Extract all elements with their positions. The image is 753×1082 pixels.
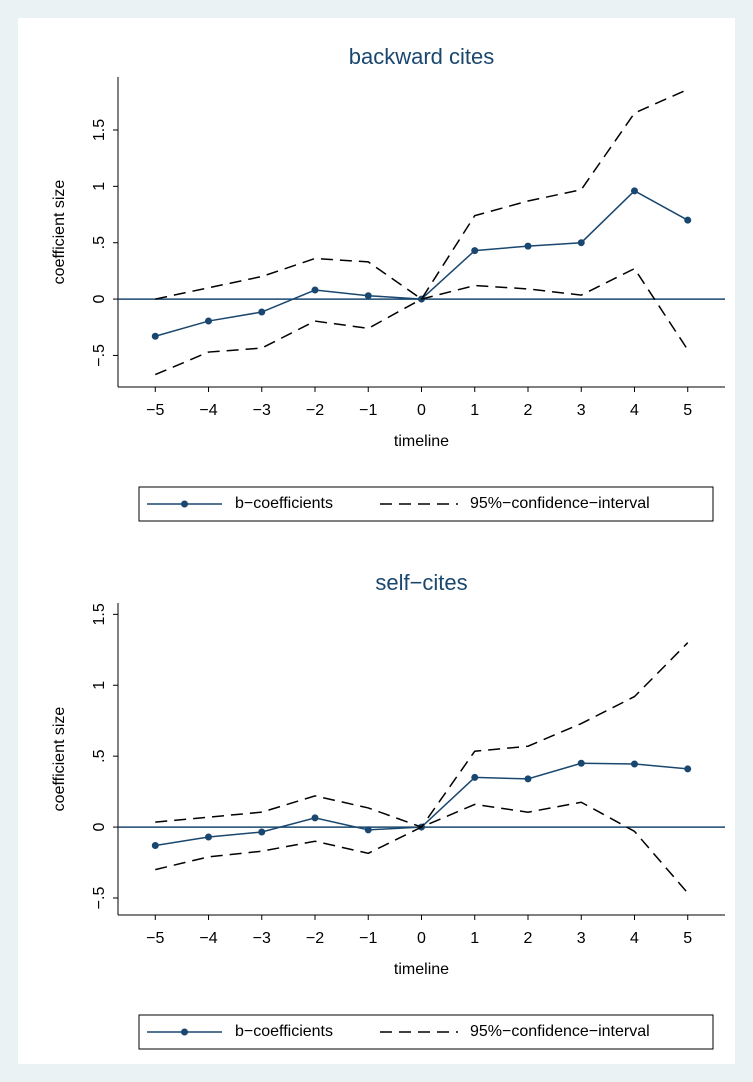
x-tick-label: 5 <box>683 930 692 947</box>
series-line <box>155 88 689 301</box>
x-tick-label: 3 <box>577 930 586 947</box>
point <box>258 828 266 836</box>
x-tick-label: 3 <box>577 402 586 419</box>
legend-marker <box>181 1028 188 1036</box>
x-tick-label: −4 <box>199 402 217 419</box>
point <box>151 332 159 340</box>
x-tick-label: −3 <box>253 402 271 419</box>
graph-region <box>18 18 735 1064</box>
y-tick-label: −.5 <box>91 344 108 367</box>
x-tick-label: −5 <box>146 930 164 947</box>
point <box>205 833 213 841</box>
x-axis-label: timeline <box>394 433 449 450</box>
y-tick-label: 1.5 <box>91 119 108 141</box>
x-tick-label: 2 <box>524 930 533 947</box>
x-tick-label: −3 <box>253 930 271 947</box>
x-tick-label: 5 <box>683 402 692 419</box>
x-tick-label: 4 <box>630 402 639 419</box>
point <box>151 842 159 850</box>
point <box>577 239 585 247</box>
point <box>258 308 266 316</box>
x-tick-label: 2 <box>524 402 533 419</box>
x-tick-label: −2 <box>306 930 324 947</box>
x-tick-label: 1 <box>470 402 479 419</box>
point <box>524 775 532 783</box>
point <box>311 286 319 294</box>
y-axis-label: coefficient size <box>51 180 68 285</box>
point <box>311 814 319 822</box>
y-tick-label: 0 <box>91 295 108 304</box>
x-tick-label: 4 <box>630 930 639 947</box>
y-tick-label: .5 <box>91 749 108 762</box>
point <box>524 242 532 250</box>
point <box>471 247 479 255</box>
y-tick-label: .5 <box>91 236 108 249</box>
point <box>630 760 638 768</box>
legend-label: b−coefficients <box>235 1023 333 1040</box>
x-tick-label: 0 <box>417 402 426 419</box>
x-tick-label: −1 <box>359 930 377 947</box>
x-tick-label: −1 <box>359 402 377 419</box>
x-tick-label: −5 <box>146 402 164 419</box>
x-tick-label: 0 <box>417 930 426 947</box>
point <box>630 187 638 195</box>
point <box>684 216 692 224</box>
x-axis-label: timeline <box>394 961 449 978</box>
y-tick-label: −.5 <box>91 887 108 910</box>
y-axis-label: coefficient size <box>51 707 68 812</box>
point <box>364 826 372 834</box>
y-tick-label: 0 <box>91 823 108 832</box>
x-tick-label: −4 <box>199 930 217 947</box>
legend-marker <box>181 500 188 508</box>
legend-label: 95%−confidence−interval <box>470 495 650 512</box>
chart-title: backward cites <box>349 44 495 69</box>
point <box>471 773 479 781</box>
series-line <box>155 801 689 894</box>
x-tick-label: 1 <box>470 930 479 947</box>
x-tick-label: −2 <box>306 402 324 419</box>
point <box>364 292 372 300</box>
chart-title: self−cites <box>375 570 467 595</box>
y-tick-label: 1 <box>91 681 108 690</box>
legend-label: b−coefficients <box>235 495 333 512</box>
point <box>577 759 585 767</box>
y-tick-label: 1 <box>91 182 108 191</box>
point <box>684 765 692 773</box>
legend-label: 95%−confidence−interval <box>470 1023 650 1040</box>
point <box>205 317 213 325</box>
y-tick-label: 1.5 <box>91 603 108 625</box>
series-line <box>154 267 689 376</box>
